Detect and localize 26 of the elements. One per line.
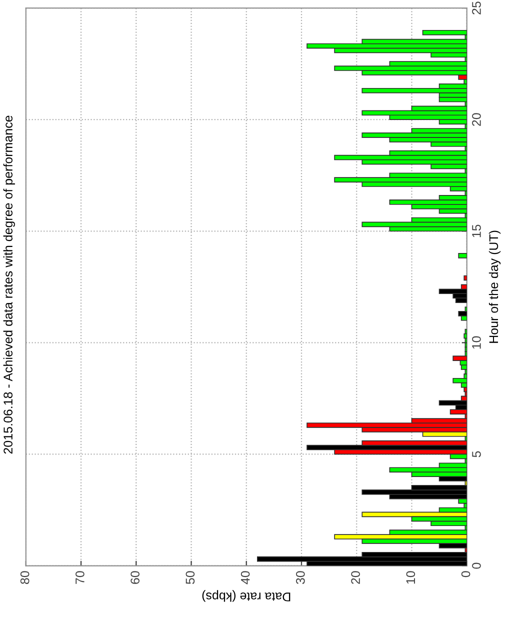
x-tick-label: 80 <box>20 571 30 584</box>
bar <box>422 30 467 36</box>
x-tick-label: 60 <box>130 571 140 584</box>
x-tick-label: 50 <box>186 571 195 584</box>
y-tick-label: 10 <box>472 336 481 349</box>
x-axis-title: Data rate (kbps) <box>202 590 290 602</box>
y-axis-title: Hour of the day (UT) <box>488 230 501 343</box>
bar <box>458 253 467 258</box>
x-tick-label: 30 <box>296 571 305 584</box>
y-tick-label: 15 <box>472 224 481 238</box>
text: 2015.06.18 - Achieved data rates with degree of performance <box>3 116 15 454</box>
bar <box>438 400 467 406</box>
y-tick-label: 25 <box>472 2 481 14</box>
bar <box>452 378 467 384</box>
y-tick-label: 20 <box>472 113 481 126</box>
x-tick-label: 0 <box>461 571 470 578</box>
bar <box>460 315 467 321</box>
bar <box>389 199 467 205</box>
x-tick-label: 40 <box>240 571 250 584</box>
y-tick-label: 5 <box>472 451 481 458</box>
bar <box>464 275 467 281</box>
bar <box>438 288 467 294</box>
x-tick-label: 70 <box>76 571 84 584</box>
x-tick-label: 10 <box>406 571 416 584</box>
y-tick-label: 0 <box>472 562 481 569</box>
x-tick-label: 20 <box>351 571 360 584</box>
